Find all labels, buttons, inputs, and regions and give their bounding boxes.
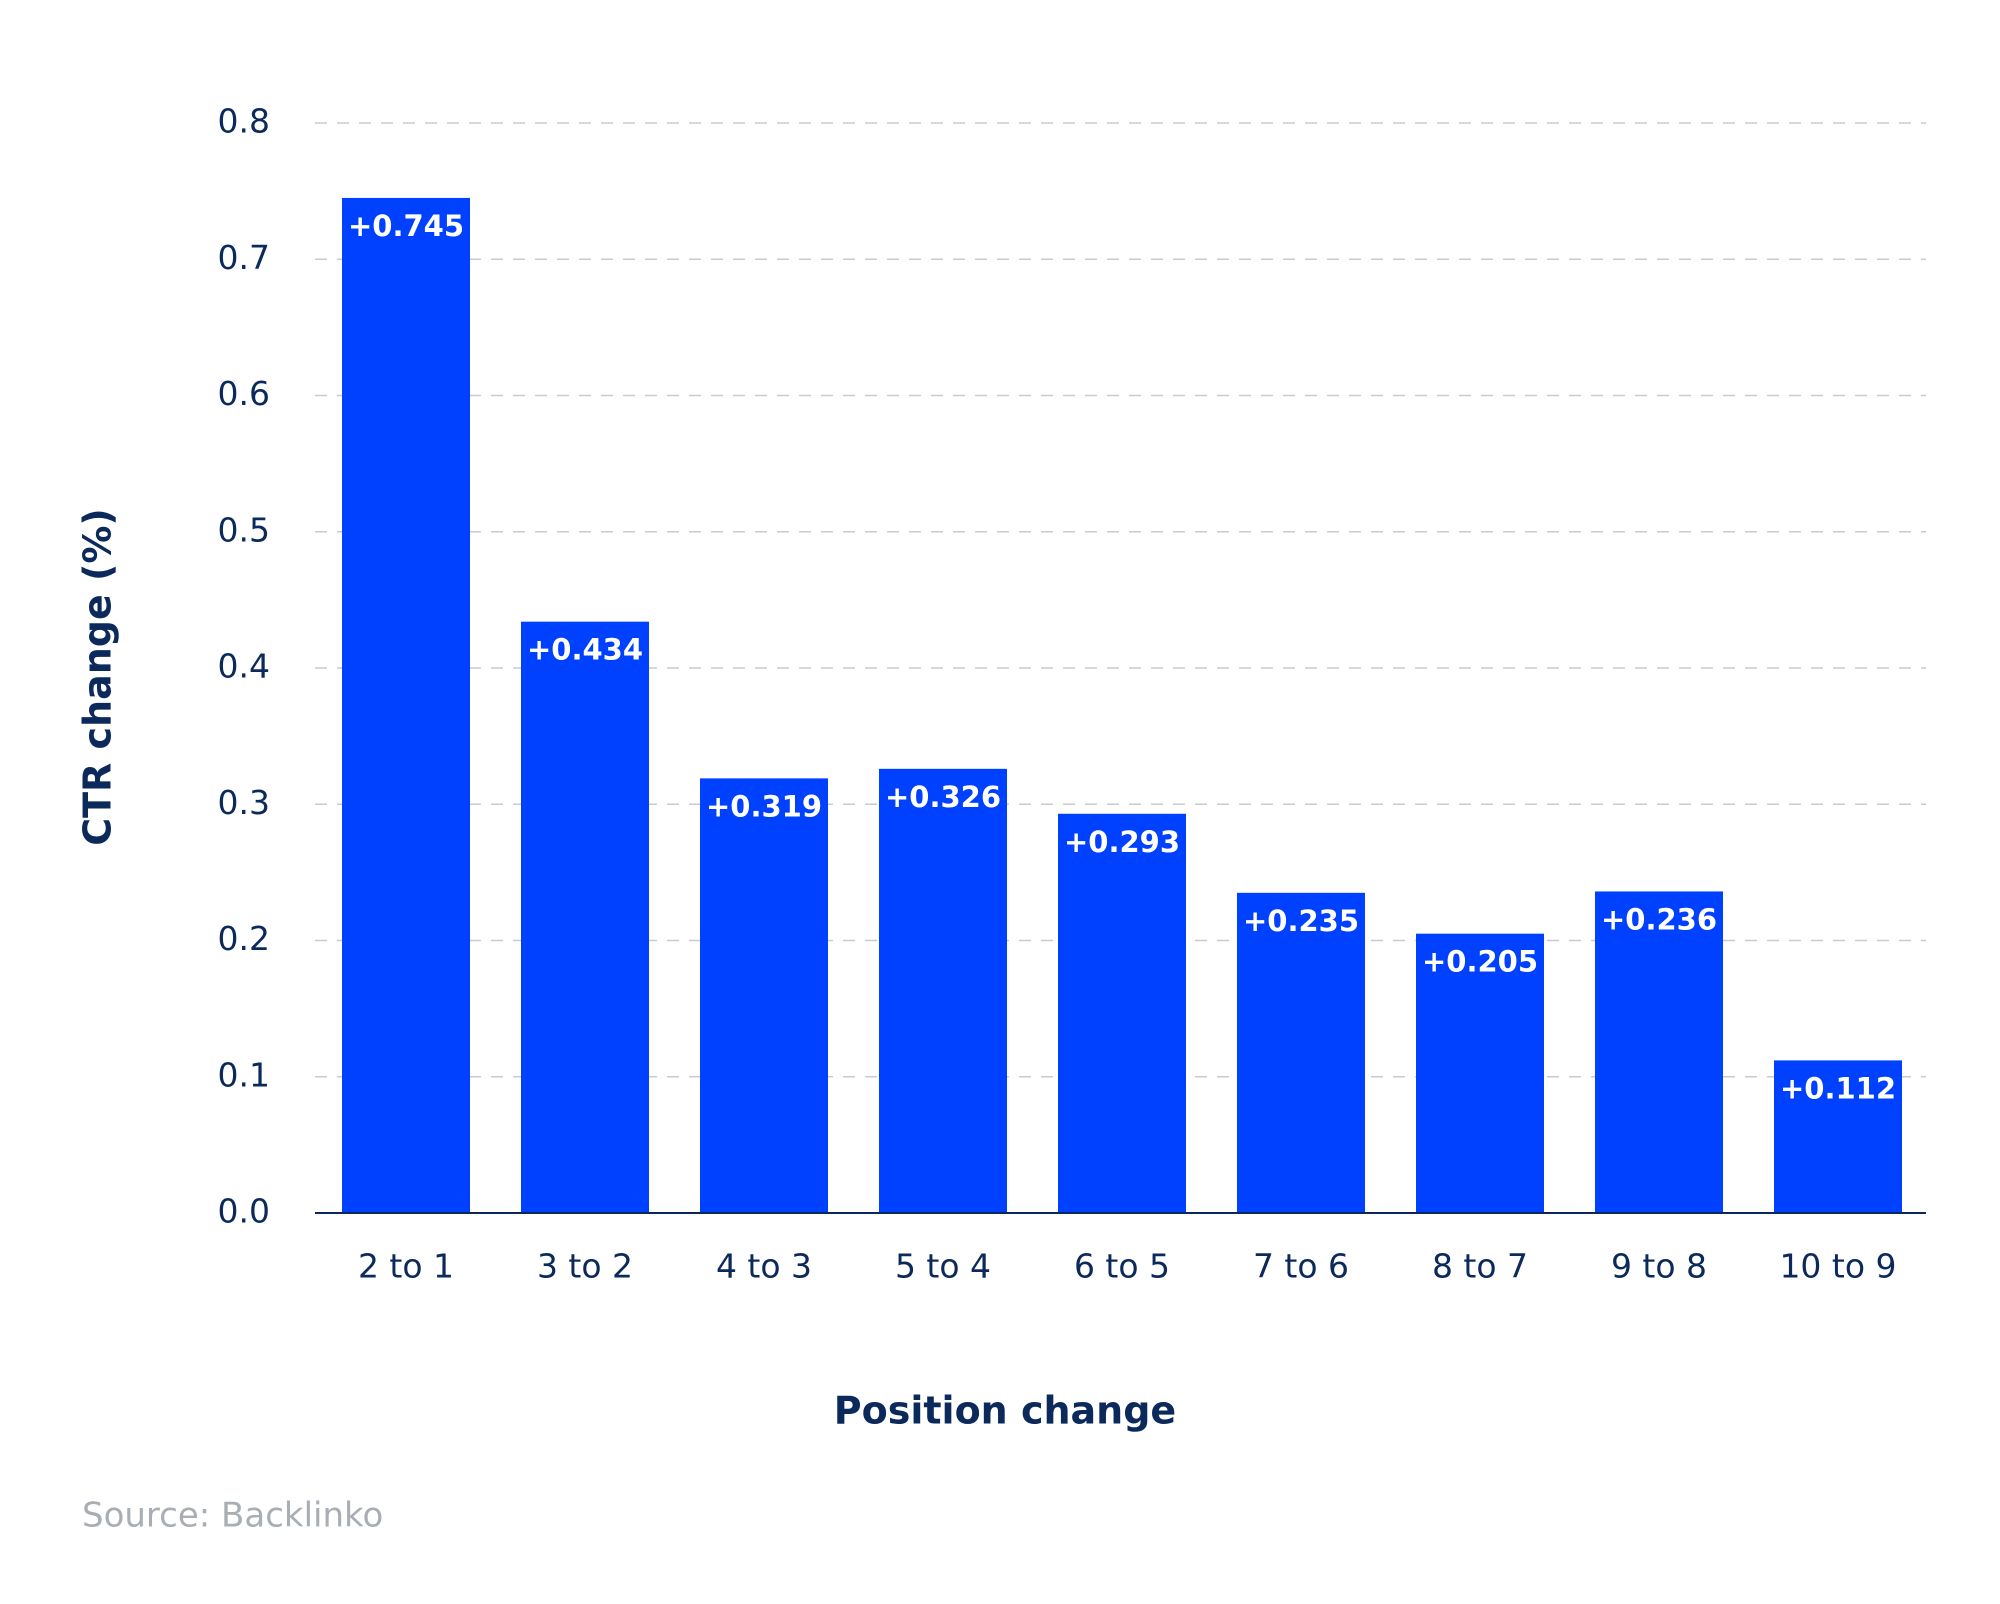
bar: [1774, 1060, 1902, 1213]
value-label: +0.236: [1601, 902, 1717, 936]
bar: [1058, 813, 1186, 1213]
y-tick-label: 0.7: [218, 238, 270, 277]
bar: [1416, 933, 1544, 1213]
value-label: +0.293: [1064, 825, 1180, 859]
x-tick-label: 5 to 4: [895, 1247, 991, 1286]
y-axis-title: CTR change (%): [76, 508, 120, 846]
x-tick-label: 3 to 2: [537, 1247, 633, 1286]
x-tick-label: 8 to 7: [1432, 1247, 1528, 1286]
bar: [1237, 892, 1365, 1213]
y-tick-label: 0.5: [218, 510, 270, 549]
x-tick-label: 10 to 9: [1779, 1247, 1896, 1286]
x-tick-label: 4 to 3: [716, 1247, 812, 1286]
x-tick-label: 7 to 6: [1253, 1247, 1349, 1286]
y-tick-label: 0.3: [218, 783, 270, 822]
y-tick-label: 0.2: [218, 919, 270, 958]
bar: [521, 621, 649, 1213]
value-label: +0.205: [1422, 945, 1538, 979]
source: Source: Backlinko: [82, 1496, 383, 1536]
x-axis-title: Position change: [834, 1389, 1176, 1433]
bar: [342, 197, 470, 1213]
value-label: +0.319: [706, 789, 822, 823]
x-tick-label: 6 to 5: [1074, 1247, 1170, 1286]
y-tick-label: 0.4: [218, 647, 270, 686]
y-tick-label: 0.6: [218, 374, 270, 413]
y-tick-label: 0.1: [218, 1055, 270, 1094]
y-tick-label: 0.8: [218, 102, 270, 141]
value-label: +0.745: [348, 209, 464, 243]
value-label: +0.434: [527, 633, 643, 667]
value-label: +0.235: [1243, 904, 1359, 938]
bar: [1595, 891, 1723, 1213]
x-tick-label: 2 to 1: [358, 1247, 454, 1286]
x-tick-label: 9 to 8: [1611, 1247, 1707, 1286]
value-label: +0.112: [1780, 1071, 1896, 1105]
bar: [879, 768, 1007, 1213]
bar: [700, 778, 828, 1213]
value-label: +0.326: [885, 780, 1001, 814]
y-tick-label: 0.0: [218, 1192, 270, 1231]
